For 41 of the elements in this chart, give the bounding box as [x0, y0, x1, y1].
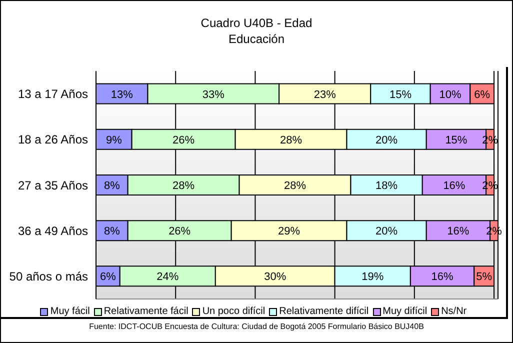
data-label: 23% — [314, 88, 336, 101]
y-tick-label: 27 a 35 Años — [18, 178, 88, 192]
data-label: 5% — [476, 271, 492, 284]
data-label: 8% — [104, 226, 120, 238]
y-tick-label: 36 a 49 Años — [18, 224, 88, 238]
data-label: 20% — [376, 226, 398, 238]
legend-label: Ns/Nr — [441, 306, 467, 317]
data-label: 8% — [104, 180, 120, 192]
chart-subtitle: Educación — [227, 31, 286, 47]
data-label: 24% — [156, 271, 179, 284]
y-tick-label: 18 a 26 Años — [18, 132, 88, 147]
source-note: Fuente: IDCT-OCUB Encuesta de Cultura: Ciudad de Bogotá 2005 Formulario Básico BUJ40B — [88, 322, 425, 331]
data-label: 19% — [362, 271, 384, 284]
data-label: 16% — [443, 180, 466, 192]
data-label: 16% — [431, 271, 454, 284]
chart-title: Cuadro U40B - Edad — [200, 15, 314, 31]
legend-label: Muy difícil — [382, 306, 428, 317]
data-label: 18% — [376, 180, 398, 192]
data-label: 30% — [264, 271, 286, 284]
data-label: 10% — [439, 88, 462, 101]
legend-label: Relativamente difícil — [279, 306, 369, 317]
data-label: 13% — [110, 88, 134, 101]
y-tick-label: 13 a 17 Años — [18, 87, 88, 102]
data-label: 6% — [100, 271, 116, 284]
data-label: 28% — [284, 180, 306, 192]
y-tick-label: 50 años o más — [9, 269, 88, 284]
data-label: 28% — [280, 134, 302, 146]
data-label: 15% — [445, 134, 468, 146]
legend-label: Muy fácil — [50, 306, 90, 317]
data-label: 15% — [389, 88, 412, 101]
data-label: 28% — [172, 180, 195, 192]
data-label: 26% — [172, 134, 195, 146]
data-label: 9% — [106, 134, 122, 146]
data-label: 20% — [376, 134, 398, 146]
data-label: 6% — [474, 88, 490, 101]
data-label: 29% — [278, 226, 300, 238]
legend-label: Un poco difícil — [202, 306, 266, 317]
data-label: 26% — [168, 226, 191, 238]
data-label: 33% — [202, 88, 225, 101]
data-label: 16% — [447, 226, 470, 238]
legend-label: Relativamente fácil — [104, 306, 188, 317]
